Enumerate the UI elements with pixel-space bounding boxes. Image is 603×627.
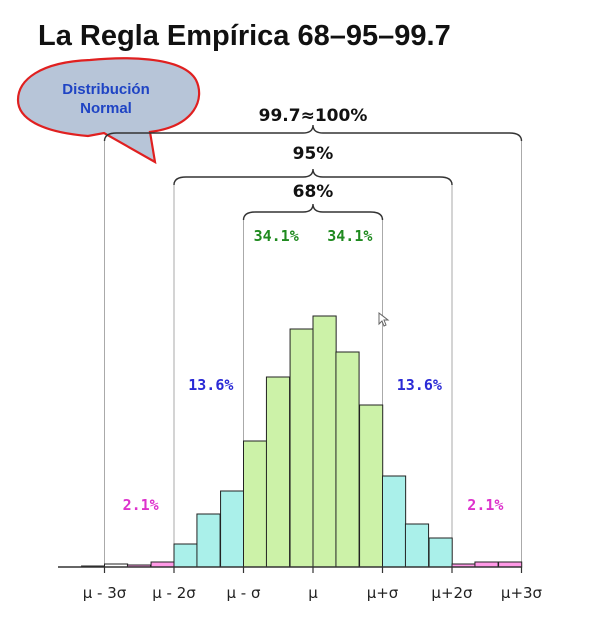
histogram-bar xyxy=(289,328,314,568)
histogram-bar xyxy=(220,490,245,568)
x-tick-label: μ+σ xyxy=(367,584,399,602)
histogram-bar xyxy=(243,440,268,568)
histogram-bar xyxy=(404,523,430,568)
histogram-bar xyxy=(382,475,407,568)
histogram-bars xyxy=(81,315,523,568)
x-tick-label: μ+2σ xyxy=(431,584,473,602)
chart-title: La Regla Empírica 68–95–99.7 xyxy=(38,20,451,52)
x-tick-label: μ - 3σ xyxy=(83,584,127,602)
bracket xyxy=(173,168,453,186)
mouse-cursor-icon xyxy=(378,312,390,327)
callout-line2: Normal xyxy=(80,100,132,117)
x-tick-label: μ xyxy=(308,584,318,602)
x-axis-ticks: μ - 3σ μ - 2σ μ - σ μ μ+σ μ+2σ μ+3σ xyxy=(83,567,543,602)
region-percent-label: 2.1% xyxy=(467,496,503,514)
percent-brackets: 99.7≈100% 95% 68% xyxy=(103,106,523,221)
histogram-bar xyxy=(173,543,198,568)
x-tick-label: μ - σ xyxy=(227,584,261,602)
bracket xyxy=(103,124,523,142)
x-tick-label: μ - 2σ xyxy=(152,584,196,602)
histogram-bar xyxy=(312,315,337,568)
bracket-label: 68% xyxy=(293,182,334,202)
callout-bubble: Distribución Normal xyxy=(16,57,201,165)
histogram-bar xyxy=(428,537,453,568)
region-percent-label: 13.6% xyxy=(188,376,233,394)
bracket-label: 95% xyxy=(293,144,334,164)
histogram-bar xyxy=(265,376,291,568)
callout-line1: Distribución xyxy=(62,81,150,98)
region-percent-label: 34.1% xyxy=(254,227,299,245)
region-labels: 34.1% 34.1% 13.6% 13.6% 2.1% 2.1% xyxy=(123,227,504,514)
region-percent-label: 2.1% xyxy=(123,496,159,514)
x-tick-label: μ+3σ xyxy=(501,584,543,602)
region-percent-label: 34.1% xyxy=(327,227,372,245)
histogram-bar xyxy=(359,404,384,568)
bracket-label: 99.7≈100% xyxy=(259,106,368,126)
histogram-bar xyxy=(196,513,221,568)
region-percent-label: 13.6% xyxy=(397,376,442,394)
bracket xyxy=(242,203,384,221)
callout-shape xyxy=(16,57,201,165)
histogram-bar xyxy=(335,351,360,568)
